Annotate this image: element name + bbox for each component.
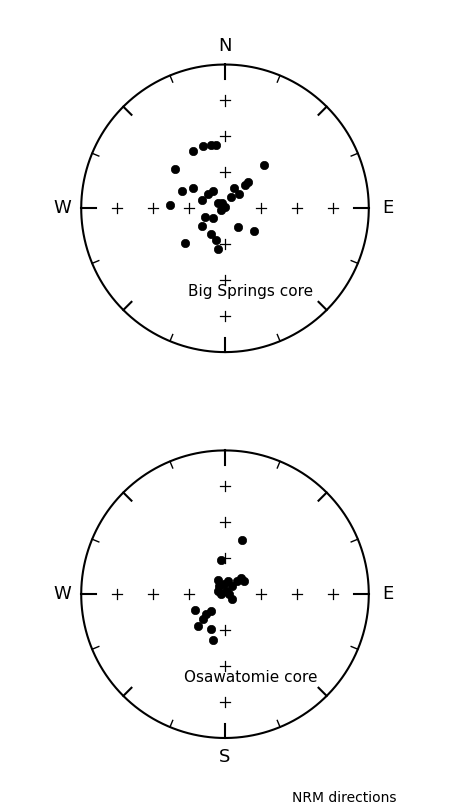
Text: Big Springs core: Big Springs core (188, 284, 314, 299)
Text: S: S (219, 748, 231, 765)
Text: E: E (382, 199, 393, 218)
Text: Osawatomie core: Osawatomie core (184, 670, 318, 685)
Text: W: W (54, 585, 72, 604)
Text: NRM directions: NRM directions (292, 791, 396, 805)
Text: W: W (54, 199, 72, 218)
Text: E: E (382, 585, 393, 604)
Text: N: N (218, 37, 232, 55)
